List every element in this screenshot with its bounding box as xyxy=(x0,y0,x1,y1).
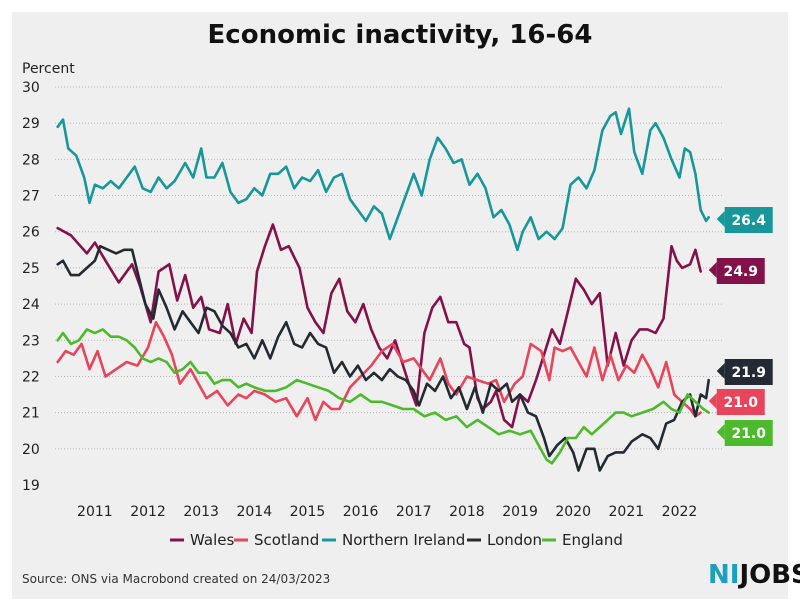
series-line-wales xyxy=(56,223,702,429)
y-tick-label: 29 xyxy=(22,116,40,132)
end-label-wales: 24.9 xyxy=(708,258,765,284)
x-tick-label: 2012 xyxy=(130,504,166,520)
y-tick-label: 30 xyxy=(22,80,40,96)
end-label-box xyxy=(716,389,765,415)
series-line-scotland xyxy=(56,320,702,422)
end-label-pointer xyxy=(708,262,717,278)
y-tick-label: 27 xyxy=(22,189,40,205)
y-tick-label: 28 xyxy=(22,152,40,168)
end-label-pointer xyxy=(708,393,717,409)
legend-item-scotland: Scotland xyxy=(234,531,319,549)
brand-logo: NIJOBS xyxy=(708,560,800,590)
end-label-box xyxy=(724,207,773,233)
legend-label: Northern Ireland xyxy=(342,531,465,549)
end-value-labels: 24.9 21.0 26.4 21.9 21.0 xyxy=(708,207,773,446)
y-tick-label: 21 xyxy=(22,406,40,422)
legend-label: Wales xyxy=(190,531,234,549)
logo-part-jobs: JOBS xyxy=(739,560,800,590)
y-tick-label: 24 xyxy=(22,297,40,313)
x-tick-label: 2013 xyxy=(183,504,219,520)
series-line-london xyxy=(56,244,710,472)
end-label-value: 21.9 xyxy=(731,365,766,381)
end-label-box xyxy=(724,420,773,446)
series-line-northern-ireland xyxy=(56,107,710,252)
y-tick-label: 19 xyxy=(22,478,40,494)
chart-background xyxy=(12,12,788,599)
source-note: Source: ONS via Macrobond created on 24/… xyxy=(22,572,331,586)
legend-label: London xyxy=(487,531,542,549)
x-tick-label: 2015 xyxy=(290,504,326,520)
logo-part-ni: NI xyxy=(708,560,740,590)
end-label-scotland: 21.0 xyxy=(708,389,765,415)
x-tick-label: 2021 xyxy=(609,504,645,520)
end-label-england: 21.0 xyxy=(716,420,773,446)
end-label-pointer xyxy=(716,211,725,227)
legend-label: Scotland xyxy=(254,531,319,549)
x-axis-ticks: 2011 2012 2013 2014 2015 2016 2017 2018 2019 2020… xyxy=(77,504,697,520)
legend-item-northern-ireland: Northern Ireland xyxy=(322,531,465,549)
grid-lines xyxy=(55,86,722,450)
end-label-pointer xyxy=(716,363,725,379)
end-label-london: 21.9 xyxy=(716,359,773,385)
end-label-pointer xyxy=(716,424,725,440)
end-label-box xyxy=(716,258,765,284)
chart-title: Economic inactivity, 16-64 xyxy=(207,20,593,50)
y-tick-label: 23 xyxy=(22,333,40,349)
x-tick-label: 2022 xyxy=(662,504,698,520)
y-tick-label: 25 xyxy=(22,261,40,277)
x-tick-label: 2018 xyxy=(449,504,485,520)
legend: Wales Scotland Northern Ireland London Engla… xyxy=(170,531,623,549)
series-line-england xyxy=(56,328,710,465)
legend-item-wales: Wales xyxy=(170,531,234,549)
x-tick-label: 2011 xyxy=(77,504,113,520)
x-tick-label: 2014 xyxy=(236,504,272,520)
legend-label: England xyxy=(562,531,623,549)
series-lines xyxy=(56,107,710,472)
x-tick-label: 2019 xyxy=(502,504,538,520)
end-label-value: 26.4 xyxy=(731,213,766,229)
end-label-value: 24.9 xyxy=(723,264,758,280)
legend-item-london: London xyxy=(467,531,542,549)
legend-item-england: England xyxy=(542,531,623,549)
y-tick-label: 26 xyxy=(22,225,40,241)
y-tick-label: 22 xyxy=(22,369,40,385)
y-axis-label: Percent xyxy=(22,61,75,77)
end-label-value: 21.0 xyxy=(723,395,758,411)
y-tick-label: 20 xyxy=(22,442,40,458)
x-tick-label: 2020 xyxy=(555,504,591,520)
x-tick-label: 2017 xyxy=(396,504,432,520)
x-tick-label: 2016 xyxy=(343,504,379,520)
y-axis-ticks: 19 20 21 22 23 24 25 26 27 28 29 30 xyxy=(22,80,40,494)
end-label-northern-ireland: 26.4 xyxy=(716,207,773,233)
end-label-box xyxy=(724,359,773,385)
end-label-value: 21.0 xyxy=(731,426,766,442)
